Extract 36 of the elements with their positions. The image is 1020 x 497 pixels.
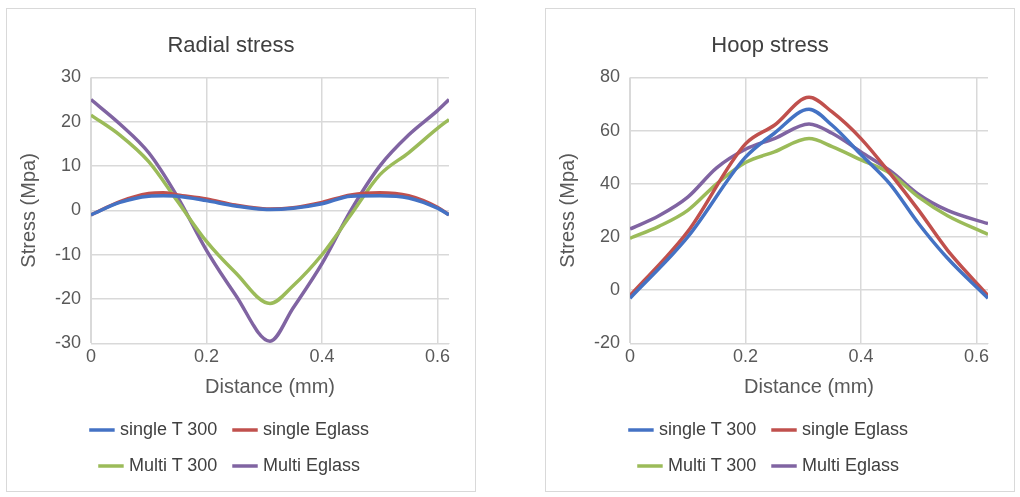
legend-label: Multi T 300 xyxy=(128,454,218,475)
y-tick-label: -20 xyxy=(55,288,82,309)
x-axis-title: Distance (mm) xyxy=(744,374,875,397)
legend-label: single Eglass xyxy=(263,418,370,439)
chart-title: Radial stress xyxy=(167,32,295,58)
line-series xyxy=(91,113,449,306)
x-tick-label: 0.4 xyxy=(848,346,874,367)
x-tick-label: 0.2 xyxy=(732,346,759,367)
legend-label: Multi Eglass xyxy=(263,454,361,475)
y-tick-label: 0 xyxy=(71,199,82,220)
y-tick-label: 40 xyxy=(599,172,621,193)
legend-label: single Eglass xyxy=(802,418,909,439)
legend-label: single T 300 xyxy=(119,418,218,439)
y-tick-label: 20 xyxy=(60,110,82,131)
x-tick-label: 0.4 xyxy=(309,346,335,367)
x-tick-label: 0.6 xyxy=(963,346,989,367)
legend-label: Multi T 300 xyxy=(667,454,757,475)
y-tick-label: 80 xyxy=(599,66,621,87)
y-tick-label: -20 xyxy=(594,332,621,353)
y-axis-title: Stress (Mpa) xyxy=(555,153,578,268)
y-tick-label: -10 xyxy=(55,243,82,264)
x-tick-label: 0.6 xyxy=(424,346,450,367)
y-tick-label: 0 xyxy=(610,279,621,300)
x-axis-title: Distance (mm) xyxy=(205,374,336,397)
chart-title: Hoop stress xyxy=(711,32,829,58)
legend-label: Multi Eglass xyxy=(802,454,900,475)
x-tick-label: 0 xyxy=(86,346,97,367)
y-tick-label: 20 xyxy=(599,225,621,246)
y-tick-label: 60 xyxy=(599,119,621,140)
y-tick-label: 30 xyxy=(60,66,82,87)
y-tick-label: -30 xyxy=(55,332,82,353)
x-tick-label: 0.2 xyxy=(193,346,220,367)
y-axis-title: Stress (Mpa) xyxy=(16,153,39,268)
x-tick-label: 0 xyxy=(625,346,636,367)
legend-label: single T 300 xyxy=(658,418,757,439)
y-tick-label: 10 xyxy=(60,155,82,176)
